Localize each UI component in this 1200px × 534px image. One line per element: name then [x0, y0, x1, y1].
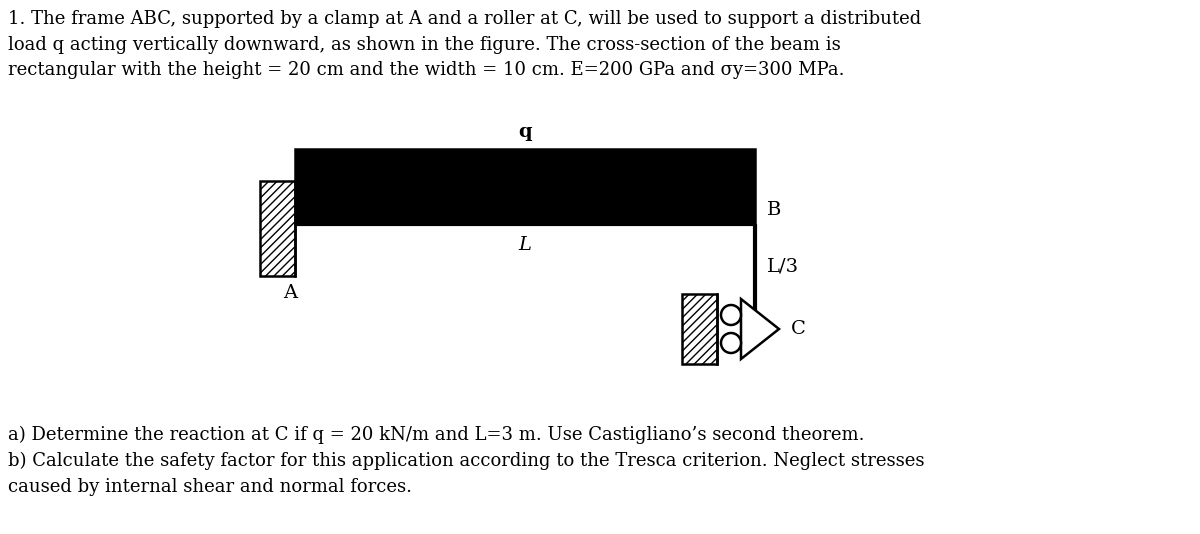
Text: C: C	[791, 320, 806, 338]
Bar	[295, 149, 755, 224]
Circle shape	[721, 333, 742, 353]
Text: A: A	[283, 284, 298, 302]
Text: q: q	[518, 123, 532, 141]
Text: 1. The frame ABC, supported by a clamp at A and a roller at C, will be used to s: 1. The frame ABC, supported by a clamp a…	[8, 10, 922, 80]
Text: L/3: L/3	[767, 257, 799, 276]
Bar	[260, 181, 295, 276]
Text: a) Determine the reaction at C if q = 20 kN/m and L=3 m. Use Castigliano’s secon: a) Determine the reaction at C if q = 20…	[8, 426, 924, 496]
Text: B: B	[767, 201, 781, 219]
Polygon shape	[742, 299, 779, 359]
Circle shape	[721, 305, 742, 325]
Text: L: L	[518, 236, 532, 254]
Bar	[682, 294, 718, 364]
